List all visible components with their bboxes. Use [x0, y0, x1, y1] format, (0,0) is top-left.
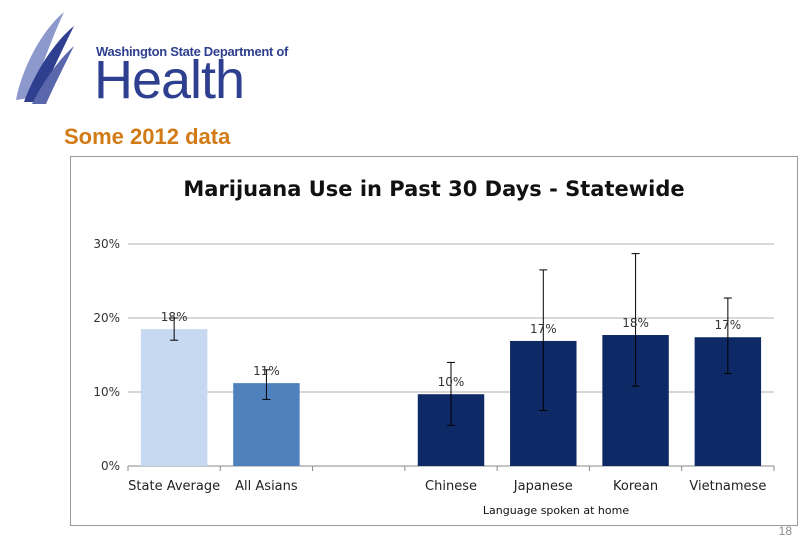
y-tick-label: 10% — [93, 385, 120, 399]
data-label: 18% — [622, 316, 649, 330]
chart-title: Marijuana Use in Past 30 Days - Statewid… — [183, 177, 684, 201]
data-label: 17% — [530, 322, 557, 336]
x-tick-label: Japanese — [513, 479, 573, 494]
x-tick-label: Chinese — [425, 479, 477, 494]
page-number: 18 — [778, 524, 792, 538]
wa-health-logo: Washington State Department of Health — [8, 8, 288, 110]
x-axis-label: Language spoken at home — [483, 504, 629, 517]
x-tick-label: State Average — [128, 479, 220, 494]
feather-logo-icon — [16, 12, 74, 104]
x-tick-label: All Asians — [235, 479, 298, 494]
x-tick-label: Korean — [613, 479, 658, 494]
data-label: 10% — [438, 375, 465, 389]
bar-chart: Marijuana Use in Past 30 Days - Statewid… — [93, 177, 775, 517]
data-label: 17% — [715, 318, 742, 332]
logo-org-name: Washington State Department of — [96, 44, 289, 59]
y-tick-label: 0% — [101, 459, 120, 473]
y-tick-label: 20% — [93, 311, 120, 325]
y-tick-label: 30% — [93, 237, 120, 251]
logo-health-title: Health — [94, 50, 245, 110]
data-label: 11% — [253, 364, 280, 378]
data-label: 18% — [161, 310, 188, 324]
bar-state-average — [140, 329, 208, 466]
slide-subtitle: Some 2012 data — [64, 124, 231, 149]
x-tick-label: Vietnamese — [689, 479, 766, 494]
